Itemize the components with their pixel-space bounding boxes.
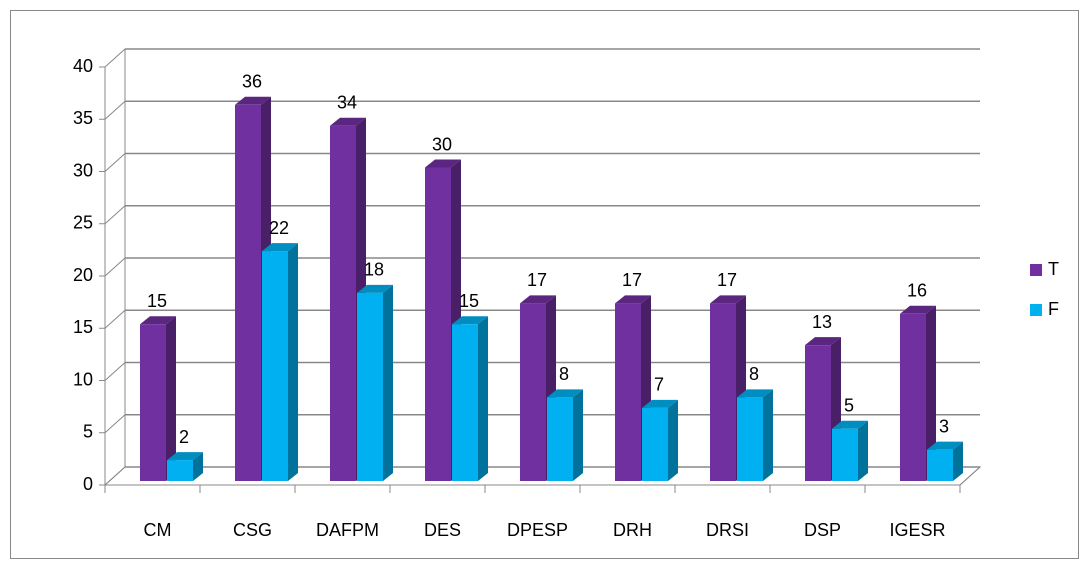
data-label: 2 (179, 427, 189, 447)
x-tick-label: DAFPM (316, 520, 379, 540)
y-tick-label: 10 (73, 369, 93, 389)
bar-top (805, 337, 841, 346)
bar (832, 428, 858, 481)
bar-top (357, 284, 393, 293)
bar (547, 397, 573, 481)
bar-top (615, 295, 651, 304)
y-tick-label: 25 (73, 213, 93, 233)
grid-line-side (104, 309, 126, 329)
bar-side (288, 243, 298, 481)
legend-label: F (1048, 299, 1059, 319)
data-label: 30 (432, 134, 452, 154)
x-tick-label: DRH (613, 520, 652, 540)
bar (710, 303, 736, 481)
y-tick-label: 0 (83, 474, 93, 494)
bar-top (737, 389, 773, 398)
data-label: 13 (812, 312, 832, 332)
data-label: 7 (654, 375, 664, 395)
x-tick-label: CSG (233, 520, 272, 540)
bar-top (642, 399, 678, 408)
y-tick-label: 15 (73, 317, 93, 337)
data-label: 8 (749, 364, 759, 384)
y-tick-label: 20 (73, 265, 93, 285)
bar-side (166, 316, 176, 481)
bar-top (452, 316, 488, 325)
x-tick-label: DPESP (507, 520, 568, 540)
legend-swatch (1030, 304, 1042, 316)
bar-top (900, 305, 936, 314)
x-tick-label: CM (144, 520, 172, 540)
bar (520, 303, 546, 481)
grid-line-side (104, 257, 126, 277)
legend-swatch (1030, 264, 1042, 276)
bar-side (478, 316, 488, 481)
data-label: 18 (364, 260, 384, 280)
bar-side (953, 441, 963, 481)
bar-top (832, 420, 868, 429)
grid-line-side (104, 205, 126, 225)
bar-top (425, 159, 461, 168)
bar (262, 251, 288, 481)
x-tick-label: DES (424, 520, 461, 540)
bar (140, 324, 166, 481)
bar (330, 125, 356, 481)
bar (357, 292, 383, 481)
bar-side (193, 452, 203, 481)
data-label: 8 (559, 364, 569, 384)
x-tick-label: DSP (804, 520, 841, 540)
bar-side (383, 284, 393, 481)
bar-side (668, 399, 678, 481)
bar-side (858, 420, 868, 481)
data-label: 16 (907, 281, 927, 301)
data-label: 17 (717, 270, 737, 290)
y-tick-label: 40 (73, 56, 93, 76)
bar-top (235, 96, 271, 105)
y-tick-label: 30 (73, 160, 93, 180)
x-tick-label: IGESR (889, 520, 945, 540)
y-tick-label: 5 (83, 422, 93, 442)
bar (927, 449, 953, 481)
data-label: 15 (459, 291, 479, 311)
data-label: 15 (147, 291, 167, 311)
bar (235, 104, 261, 482)
bar-side (573, 389, 583, 481)
bar (452, 324, 478, 481)
bar (425, 167, 451, 481)
floor-end (959, 466, 981, 486)
bar-side (763, 389, 773, 481)
data-label: 5 (844, 396, 854, 416)
grid-line-side (104, 466, 126, 486)
data-label: 22 (269, 218, 289, 238)
data-label: 17 (527, 270, 547, 290)
bar-top (520, 295, 556, 304)
data-label: 3 (939, 416, 949, 436)
bar-top (710, 295, 746, 304)
bar-side (926, 305, 936, 481)
legend-label: T (1048, 259, 1059, 279)
bar-top (167, 452, 203, 461)
data-label: 17 (622, 270, 642, 290)
data-label: 34 (337, 92, 357, 112)
data-label: 36 (242, 72, 262, 92)
bar-top (140, 316, 176, 325)
bar (615, 303, 641, 481)
x-tick-label: DRSI (706, 520, 749, 540)
bar-top (262, 243, 298, 252)
grid-line-side (104, 153, 126, 172)
bar (642, 407, 668, 481)
grid-line-side (104, 100, 126, 120)
grid-line-side (104, 48, 126, 68)
bar (900, 313, 926, 481)
bar (167, 460, 193, 481)
y-tick-label: 35 (73, 108, 93, 128)
grid-line-side (104, 414, 126, 434)
bar-top (547, 389, 583, 398)
grid-line-side (104, 362, 126, 381)
bar (805, 345, 831, 481)
bar-top (927, 441, 963, 450)
bar (737, 397, 763, 481)
bar-top (330, 117, 366, 126)
